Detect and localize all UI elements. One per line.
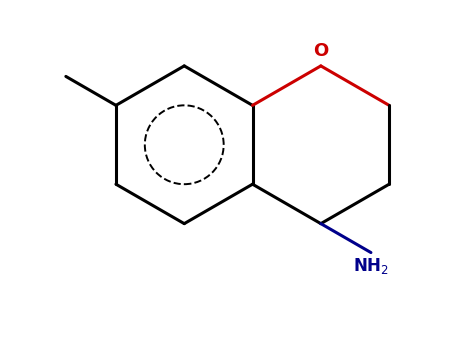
- Text: NH$_2$: NH$_2$: [353, 256, 389, 276]
- Text: O: O: [313, 42, 329, 60]
